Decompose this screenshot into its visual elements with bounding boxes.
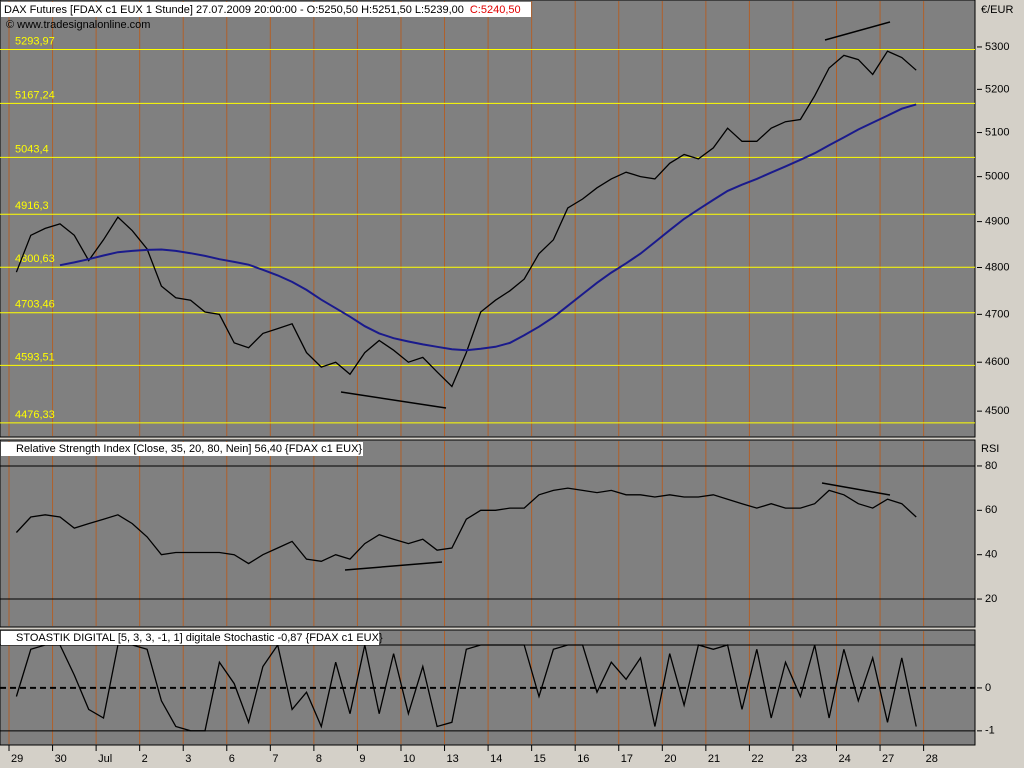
series-line xyxy=(15,487,917,565)
x-tick-label: 24 xyxy=(839,753,851,765)
close-box xyxy=(467,2,523,17)
level-label: 5167,24 xyxy=(15,89,55,101)
title-box xyxy=(1,631,379,645)
x-tick-label: 17 xyxy=(621,753,633,765)
x-tick-label: 8 xyxy=(316,753,322,765)
y-tick-label: 20 xyxy=(985,593,997,605)
chart-title: DAX Futures [FDAX c1 EUX 1 Stunde] 27.07… xyxy=(4,4,464,16)
y-tick-label: 80 xyxy=(985,460,997,472)
x-tick-label: 14 xyxy=(490,753,502,765)
title-box xyxy=(1,2,531,17)
rsi-title: Relative Strength Index [Close, 35, 20, … xyxy=(16,443,362,455)
y-tick-label: 5200 xyxy=(985,83,1009,95)
x-tick-label: 6 xyxy=(229,753,235,765)
x-tick-label: 13 xyxy=(447,753,459,765)
level-label: 4800,63 xyxy=(15,253,55,265)
y-tick-label: 4500 xyxy=(985,405,1009,417)
x-tick-label: 9 xyxy=(359,753,365,765)
y-tick-label: 5000 xyxy=(985,171,1009,183)
x-tick-label: 21 xyxy=(708,753,720,765)
axis-label: RSI xyxy=(981,443,999,455)
level-label: 5293,97 xyxy=(15,35,55,47)
x-tick-label: 3 xyxy=(185,753,191,765)
trend-line xyxy=(824,21,891,41)
x-tick-label: 16 xyxy=(577,753,589,765)
trend-line xyxy=(340,391,447,409)
y-tick-label: 4900 xyxy=(985,216,1009,228)
stoch-title: STOASTIK DIGITAL [5, 3, 3, -1, 1] digita… xyxy=(16,632,383,644)
y-tick-label: 40 xyxy=(985,549,997,561)
y-tick-label: 4600 xyxy=(985,356,1009,368)
y-tick-label: 0 xyxy=(985,682,991,694)
axis-label: €/EUR xyxy=(981,4,1013,16)
x-tick-label: 27 xyxy=(882,753,894,765)
x-tick-label: 2 xyxy=(142,753,148,765)
x-tick-label: 20 xyxy=(664,753,676,765)
x-tick-label: 28 xyxy=(926,753,938,765)
series-line xyxy=(15,643,917,732)
y-tick-label: 4700 xyxy=(985,308,1009,320)
level-label: 5043,4 xyxy=(15,143,49,155)
level-label: 4916,3 xyxy=(15,200,49,212)
trend-line xyxy=(344,561,443,571)
x-tick-label: 10 xyxy=(403,753,415,765)
y-tick-label: 5300 xyxy=(985,41,1009,53)
level-label: 4593,51 xyxy=(15,351,55,363)
y-tick-label: -1 xyxy=(985,725,995,737)
series-line xyxy=(59,103,917,352)
y-tick-label: 5100 xyxy=(985,126,1009,138)
series-line xyxy=(15,50,917,388)
x-tick-label: 15 xyxy=(534,753,546,765)
stoch-panel xyxy=(0,629,976,746)
x-tick-label: 29 xyxy=(11,753,23,765)
level-label: 4703,46 xyxy=(15,299,55,311)
x-tick-label: 7 xyxy=(272,753,278,765)
subtitle: © www.tradesignalonline.com xyxy=(6,19,150,31)
level-label: 4476,33 xyxy=(15,409,55,421)
x-tick-label: 30 xyxy=(55,753,67,765)
price-panel xyxy=(0,0,976,438)
title-box xyxy=(1,442,363,456)
y-tick-label: 60 xyxy=(985,504,997,516)
x-tick-label: Jul xyxy=(98,753,112,765)
trend-line xyxy=(821,482,891,496)
y-tick-label: 4800 xyxy=(985,261,1009,273)
x-tick-label: 22 xyxy=(751,753,763,765)
rsi-panel xyxy=(0,439,976,628)
close-label: C:5240,50 xyxy=(470,4,521,16)
x-tick-label: 23 xyxy=(795,753,807,765)
